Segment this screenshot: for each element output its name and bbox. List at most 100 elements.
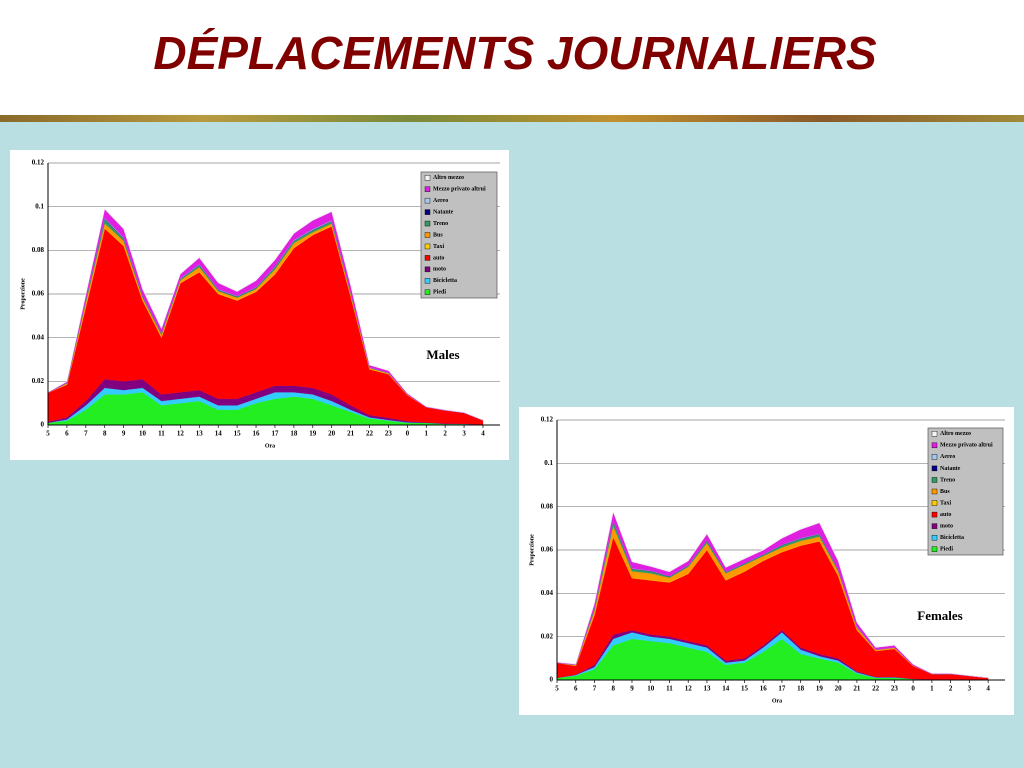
legend-swatch <box>931 511 938 518</box>
x-tick-label: 6 <box>65 430 69 438</box>
legend-label: Treno <box>940 477 955 483</box>
legend-label: Altro mezzo <box>433 175 464 181</box>
y-tick-label: 0.08 <box>32 246 45 254</box>
legend-label: Bus <box>433 232 443 238</box>
decorative-band <box>0 115 1024 122</box>
annotation: Males <box>426 347 459 362</box>
x-tick-label: 3 <box>968 685 972 693</box>
area-series <box>47 207 484 421</box>
legend-swatch <box>931 431 938 437</box>
x-tick-label: 14 <box>722 685 730 693</box>
x-tick-label: 2 <box>949 685 953 693</box>
x-tick-label: 11 <box>158 430 165 438</box>
legend-swatch <box>931 488 938 495</box>
legend-label: Mezzo privato altrui <box>433 187 486 193</box>
legend-label: Aereo <box>433 198 448 204</box>
x-tick-label: 23 <box>385 430 393 438</box>
legend-label: Natante <box>433 209 454 215</box>
legend-swatch <box>931 465 938 472</box>
x-tick-label: 23 <box>891 685 899 693</box>
y-axis-label: Proporzione <box>529 534 535 566</box>
legend-swatch <box>424 220 431 227</box>
legend-label: Bus <box>940 489 950 495</box>
y-tick-label: 0.1 <box>544 459 553 467</box>
header-background <box>0 0 1024 115</box>
x-tick-label: 19 <box>816 685 824 693</box>
legend-label: Treno <box>433 221 448 227</box>
legend-swatch <box>424 175 431 181</box>
legend-label: moto <box>433 267 446 273</box>
legend-label: Piedi <box>940 547 953 553</box>
x-tick-label: 18 <box>797 685 805 693</box>
x-tick-label: 0 <box>911 685 915 693</box>
x-tick-label: 20 <box>328 430 336 438</box>
x-tick-label: 16 <box>253 430 261 438</box>
x-tick-label: 15 <box>234 430 242 438</box>
x-tick-label: 21 <box>347 430 355 438</box>
x-tick-label: 13 <box>703 685 711 693</box>
y-tick-label: 0.02 <box>541 632 554 640</box>
x-tick-label: 10 <box>647 685 655 693</box>
x-tick-label: 18 <box>290 430 298 438</box>
x-tick-label: 17 <box>778 685 786 693</box>
legend-label: Piedi <box>433 290 446 296</box>
y-tick-label: 0.08 <box>541 502 554 510</box>
legend-swatch <box>424 255 431 261</box>
x-tick-label: 13 <box>196 430 204 438</box>
legend-swatch <box>424 266 431 273</box>
x-tick-label: 1 <box>930 685 934 693</box>
x-tick-label: 19 <box>309 430 317 438</box>
x-tick-label: 12 <box>177 430 185 438</box>
slide-title: DÉPLACEMENTS JOURNALIERS <box>153 27 877 79</box>
legend-label: Altro mezzo <box>940 431 971 437</box>
x-tick-label: 8 <box>103 430 107 438</box>
x-tick-label: 4 <box>986 685 990 693</box>
legend-swatch <box>424 232 431 238</box>
annotation: Females <box>917 608 962 623</box>
legend-swatch <box>931 442 938 449</box>
y-tick-label: 0.04 <box>541 589 554 597</box>
x-tick-label: 15 <box>741 685 749 693</box>
x-tick-label: 6 <box>574 685 578 693</box>
legend-label: Natante <box>940 466 961 472</box>
y-tick-label: 0 <box>550 676 554 684</box>
x-tick-label: 9 <box>630 685 634 693</box>
x-axis-label: Ora <box>772 698 782 704</box>
x-axis-label: Ora <box>265 443 275 449</box>
y-tick-label: 0.06 <box>32 290 45 298</box>
x-tick-label: 5 <box>555 685 559 693</box>
chart: 00.020.040.060.080.10.125 6 7 8 9 10 11 12 13 14 1… <box>519 407 1014 715</box>
legend-swatch <box>931 477 938 483</box>
x-tick-label: 9 <box>122 430 126 438</box>
y-tick-label: 0.02 <box>32 377 45 385</box>
x-tick-label: 21 <box>853 685 861 693</box>
legend-swatch <box>424 186 431 192</box>
legend-box <box>927 427 1004 556</box>
area-series <box>556 510 989 678</box>
legend-swatch <box>931 454 938 460</box>
x-tick-label: 0 <box>406 430 410 438</box>
x-tick-label: 8 <box>611 685 615 693</box>
y-tick-label: 0.04 <box>32 333 45 341</box>
x-tick-label: 22 <box>872 685 880 693</box>
x-tick-label: 20 <box>835 685 843 693</box>
legend-label: Bicicletta <box>940 535 964 541</box>
y-tick-label: 0 <box>41 421 45 429</box>
legend-box <box>420 171 498 299</box>
legend-label: Taxi <box>940 500 951 506</box>
legend-swatch <box>424 278 431 284</box>
x-tick-label: 4 <box>481 430 485 438</box>
legend-swatch <box>424 243 431 250</box>
legend-swatch <box>931 546 938 552</box>
x-tick-label: 2 <box>443 430 447 438</box>
legend-swatch <box>424 289 431 295</box>
x-tick-label: 3 <box>462 430 466 438</box>
legend-swatch <box>931 500 938 506</box>
x-tick-label: 11 <box>666 685 673 693</box>
legend-label: Bicicletta <box>433 278 457 284</box>
legend-label: auto <box>940 512 951 518</box>
y-axis-label: Proporzione <box>20 278 26 310</box>
x-tick-label: 16 <box>760 685 768 693</box>
x-tick-label: 10 <box>139 430 147 438</box>
